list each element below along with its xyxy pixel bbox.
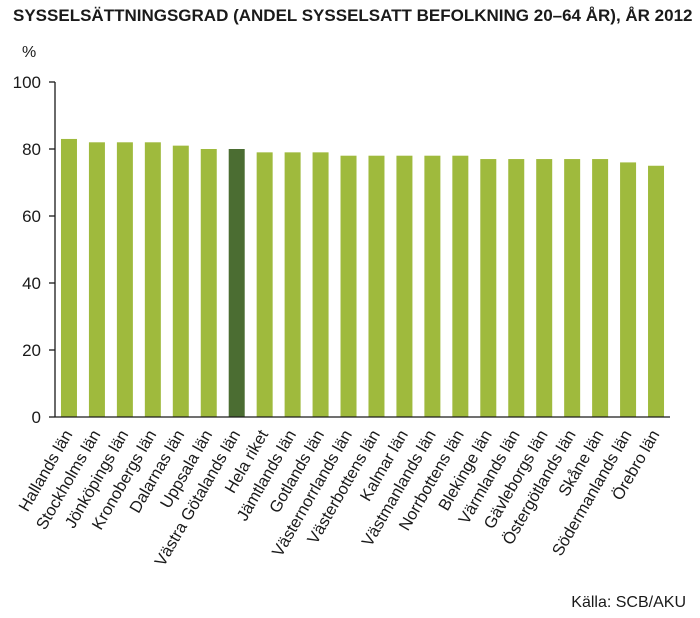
y-axis-ticks: 0 20 40 60 80 100 [13,73,55,427]
bar [340,155,357,417]
bar [396,155,413,417]
bar [508,159,525,418]
bar [480,159,497,418]
bar [536,159,553,418]
bar [648,165,665,417]
chart-title: SYSSELSÄTTNINGSGRAD (ANDEL SYSSELSATT BE… [13,6,693,25]
bar [144,142,161,418]
y-tick-label: 40 [22,274,41,293]
bar [88,142,105,418]
bars [60,138,665,418]
bar [284,152,301,417]
y-tick-label: 0 [32,408,41,427]
bar [592,159,609,418]
bar [200,149,217,417]
bar [60,138,77,417]
bar [312,152,329,417]
bar [256,152,273,417]
bar [452,155,469,417]
y-axis-unit: % [22,44,36,61]
y-tick-label: 100 [13,73,41,92]
bar [116,142,133,418]
bar [620,162,637,417]
bar [172,145,189,417]
bar [228,149,245,417]
y-tick-label: 80 [22,140,41,159]
y-tick-label: 60 [22,207,41,226]
bar [424,155,441,417]
bar [564,159,581,418]
bar [368,155,385,417]
y-tick-label: 20 [22,341,41,360]
source-note: Källa: SCB/AKU [571,594,686,611]
